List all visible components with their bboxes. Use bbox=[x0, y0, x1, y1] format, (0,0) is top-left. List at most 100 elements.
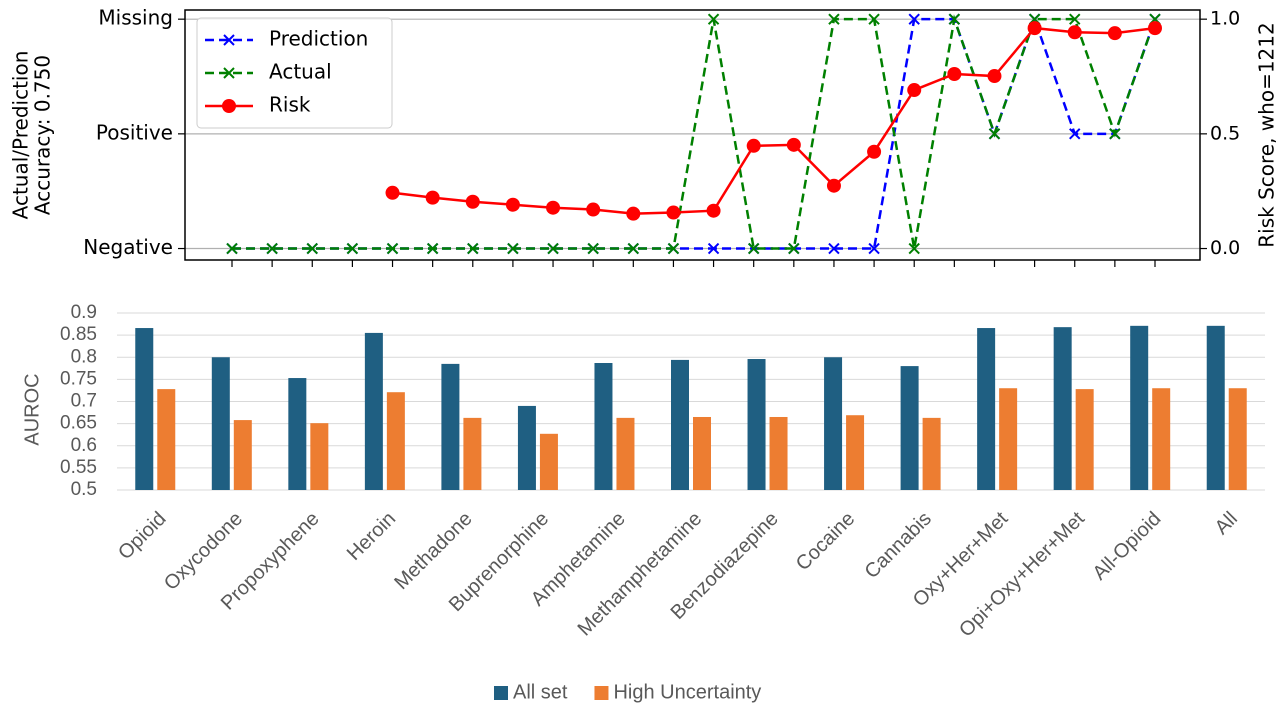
legend-box bbox=[196, 17, 393, 129]
top-chart: Negative Positive Missing 0.0 0.5 1.0 Actual/P… bbox=[9, 6, 1279, 267]
bar bbox=[135, 328, 154, 490]
marker bbox=[467, 242, 479, 255]
y2-axis-label: Risk Score, who=1212 bbox=[1255, 22, 1279, 247]
marker bbox=[1069, 13, 1081, 25]
marker bbox=[1069, 128, 1081, 140]
marker bbox=[627, 242, 640, 255]
bar bbox=[1075, 389, 1094, 490]
y-axis-label: Accuracy: 0.750 bbox=[31, 55, 55, 215]
y2-tick-label: 0.5 bbox=[1210, 122, 1240, 144]
marker bbox=[425, 190, 440, 205]
marker bbox=[908, 13, 920, 25]
series-line bbox=[232, 14, 1157, 250]
marker bbox=[786, 137, 801, 152]
bar bbox=[922, 417, 941, 490]
y-tick-label: 0.6 bbox=[71, 435, 97, 456]
marker bbox=[346, 242, 359, 255]
bar bbox=[846, 415, 865, 490]
y-tick-label: 0.7 bbox=[71, 391, 97, 412]
legend-label: High Uncertainty bbox=[613, 681, 761, 703]
marker bbox=[465, 194, 480, 209]
bar bbox=[463, 417, 482, 490]
marker bbox=[1107, 26, 1122, 41]
marker bbox=[987, 69, 1002, 84]
marker bbox=[868, 13, 880, 25]
bar bbox=[517, 405, 536, 490]
marker bbox=[266, 242, 278, 255]
bar bbox=[594, 363, 613, 490]
legend-marker bbox=[223, 67, 235, 79]
marker bbox=[1148, 21, 1162, 36]
marker bbox=[828, 13, 840, 25]
marker bbox=[947, 66, 962, 81]
marker bbox=[226, 242, 238, 255]
y-axis-label: Actual/Prediction bbox=[9, 51, 33, 220]
y-tick-label: 0.55 bbox=[60, 457, 97, 478]
legend-label: Actual bbox=[269, 60, 332, 84]
marker bbox=[547, 242, 559, 255]
bar bbox=[747, 359, 766, 490]
marker bbox=[1067, 25, 1082, 40]
bar bbox=[1228, 388, 1247, 490]
y-tick-label: 0.8 bbox=[71, 346, 97, 367]
marker bbox=[386, 242, 399, 255]
marker bbox=[707, 13, 720, 25]
marker bbox=[385, 185, 400, 200]
y2-tick-label: 1.0 bbox=[1210, 8, 1240, 30]
y-tick-label: 0.75 bbox=[60, 368, 97, 389]
marker bbox=[587, 242, 599, 255]
bar bbox=[1053, 327, 1072, 490]
marker bbox=[707, 242, 720, 255]
marker bbox=[826, 178, 841, 193]
marker bbox=[426, 242, 439, 255]
marker bbox=[586, 202, 601, 217]
bar bbox=[364, 332, 383, 490]
marker bbox=[505, 197, 520, 212]
bar bbox=[900, 366, 919, 490]
legend-marker bbox=[222, 99, 236, 113]
marker bbox=[1109, 128, 1121, 140]
marker bbox=[988, 128, 1001, 140]
y-axis-label: AUROC bbox=[21, 373, 43, 445]
marker bbox=[1027, 21, 1042, 36]
bar bbox=[693, 416, 711, 490]
marker bbox=[507, 242, 519, 255]
bar bbox=[288, 378, 307, 490]
marker bbox=[867, 144, 882, 159]
bar bbox=[824, 357, 843, 490]
y-tick-label: 0.9 bbox=[71, 302, 97, 323]
marker bbox=[828, 242, 840, 255]
bar bbox=[386, 392, 405, 490]
bar bbox=[769, 416, 788, 490]
y-tick-label: Positive bbox=[96, 120, 173, 144]
legend-marker bbox=[223, 34, 235, 46]
marker bbox=[626, 206, 641, 221]
marker bbox=[788, 242, 800, 255]
plot-frame bbox=[184, 9, 1201, 261]
marker bbox=[546, 200, 561, 215]
legend-label: All set bbox=[513, 681, 568, 703]
bar bbox=[616, 417, 635, 490]
y-tick-label: 0.65 bbox=[60, 413, 97, 434]
y-tick-label: 0.5 bbox=[71, 479, 97, 500]
bar bbox=[233, 420, 252, 490]
marker bbox=[666, 205, 681, 220]
legend-swatch bbox=[594, 686, 609, 700]
marker bbox=[746, 138, 761, 153]
marker bbox=[948, 13, 961, 25]
y-tick-label: Missing bbox=[98, 6, 173, 30]
bar bbox=[539, 433, 558, 490]
legend-label: Risk bbox=[269, 93, 311, 117]
y-tick-label: Negative bbox=[83, 235, 173, 259]
bar bbox=[977, 328, 996, 490]
bar bbox=[157, 389, 176, 490]
marker bbox=[667, 242, 680, 255]
legend-swatch bbox=[494, 686, 508, 700]
marker bbox=[908, 242, 920, 255]
bar bbox=[671, 359, 689, 490]
bar bbox=[1130, 325, 1149, 490]
bar bbox=[310, 423, 329, 490]
bar bbox=[1152, 388, 1171, 490]
bar bbox=[1206, 325, 1225, 490]
